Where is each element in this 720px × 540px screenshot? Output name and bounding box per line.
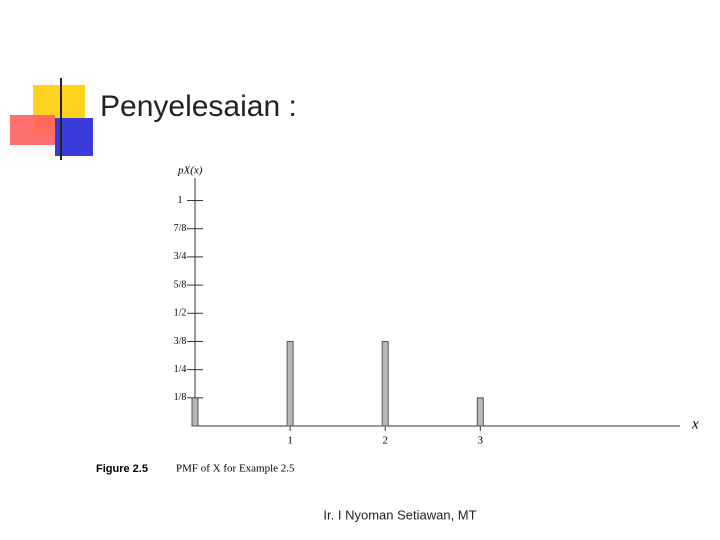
y-tick-label: 7/8 xyxy=(174,223,187,234)
x-tick-label: 2 xyxy=(382,435,388,447)
y-tick-label: 5/8 xyxy=(174,279,187,290)
x-tick-label: 3 xyxy=(478,435,484,447)
y-axis-label: pX(x) xyxy=(177,165,203,177)
x-tick-label: 1 xyxy=(287,435,293,447)
x-axis-label: x xyxy=(691,416,699,432)
y-tick-label: 1/8 xyxy=(174,392,187,403)
y-tick-label: 1 xyxy=(178,195,183,206)
y-tick-label: 3/8 xyxy=(174,336,187,347)
y-tick-label: 1/4 xyxy=(174,364,187,375)
bar xyxy=(286,340,294,427)
footer: Ir. I Nyoman Setiawan, MT xyxy=(323,507,476,522)
caption-label: Figure 2.5 xyxy=(96,463,148,475)
deco-red xyxy=(10,115,55,145)
y-tick-label: 3/4 xyxy=(174,251,187,262)
bar xyxy=(191,397,199,427)
y-tick-label: 1/2 xyxy=(174,308,187,319)
caption-text: PMF of X for Example 2.5 xyxy=(176,463,295,475)
bar xyxy=(381,340,389,427)
slide-title: Penyelesaian : xyxy=(100,90,297,123)
bar xyxy=(476,397,484,427)
